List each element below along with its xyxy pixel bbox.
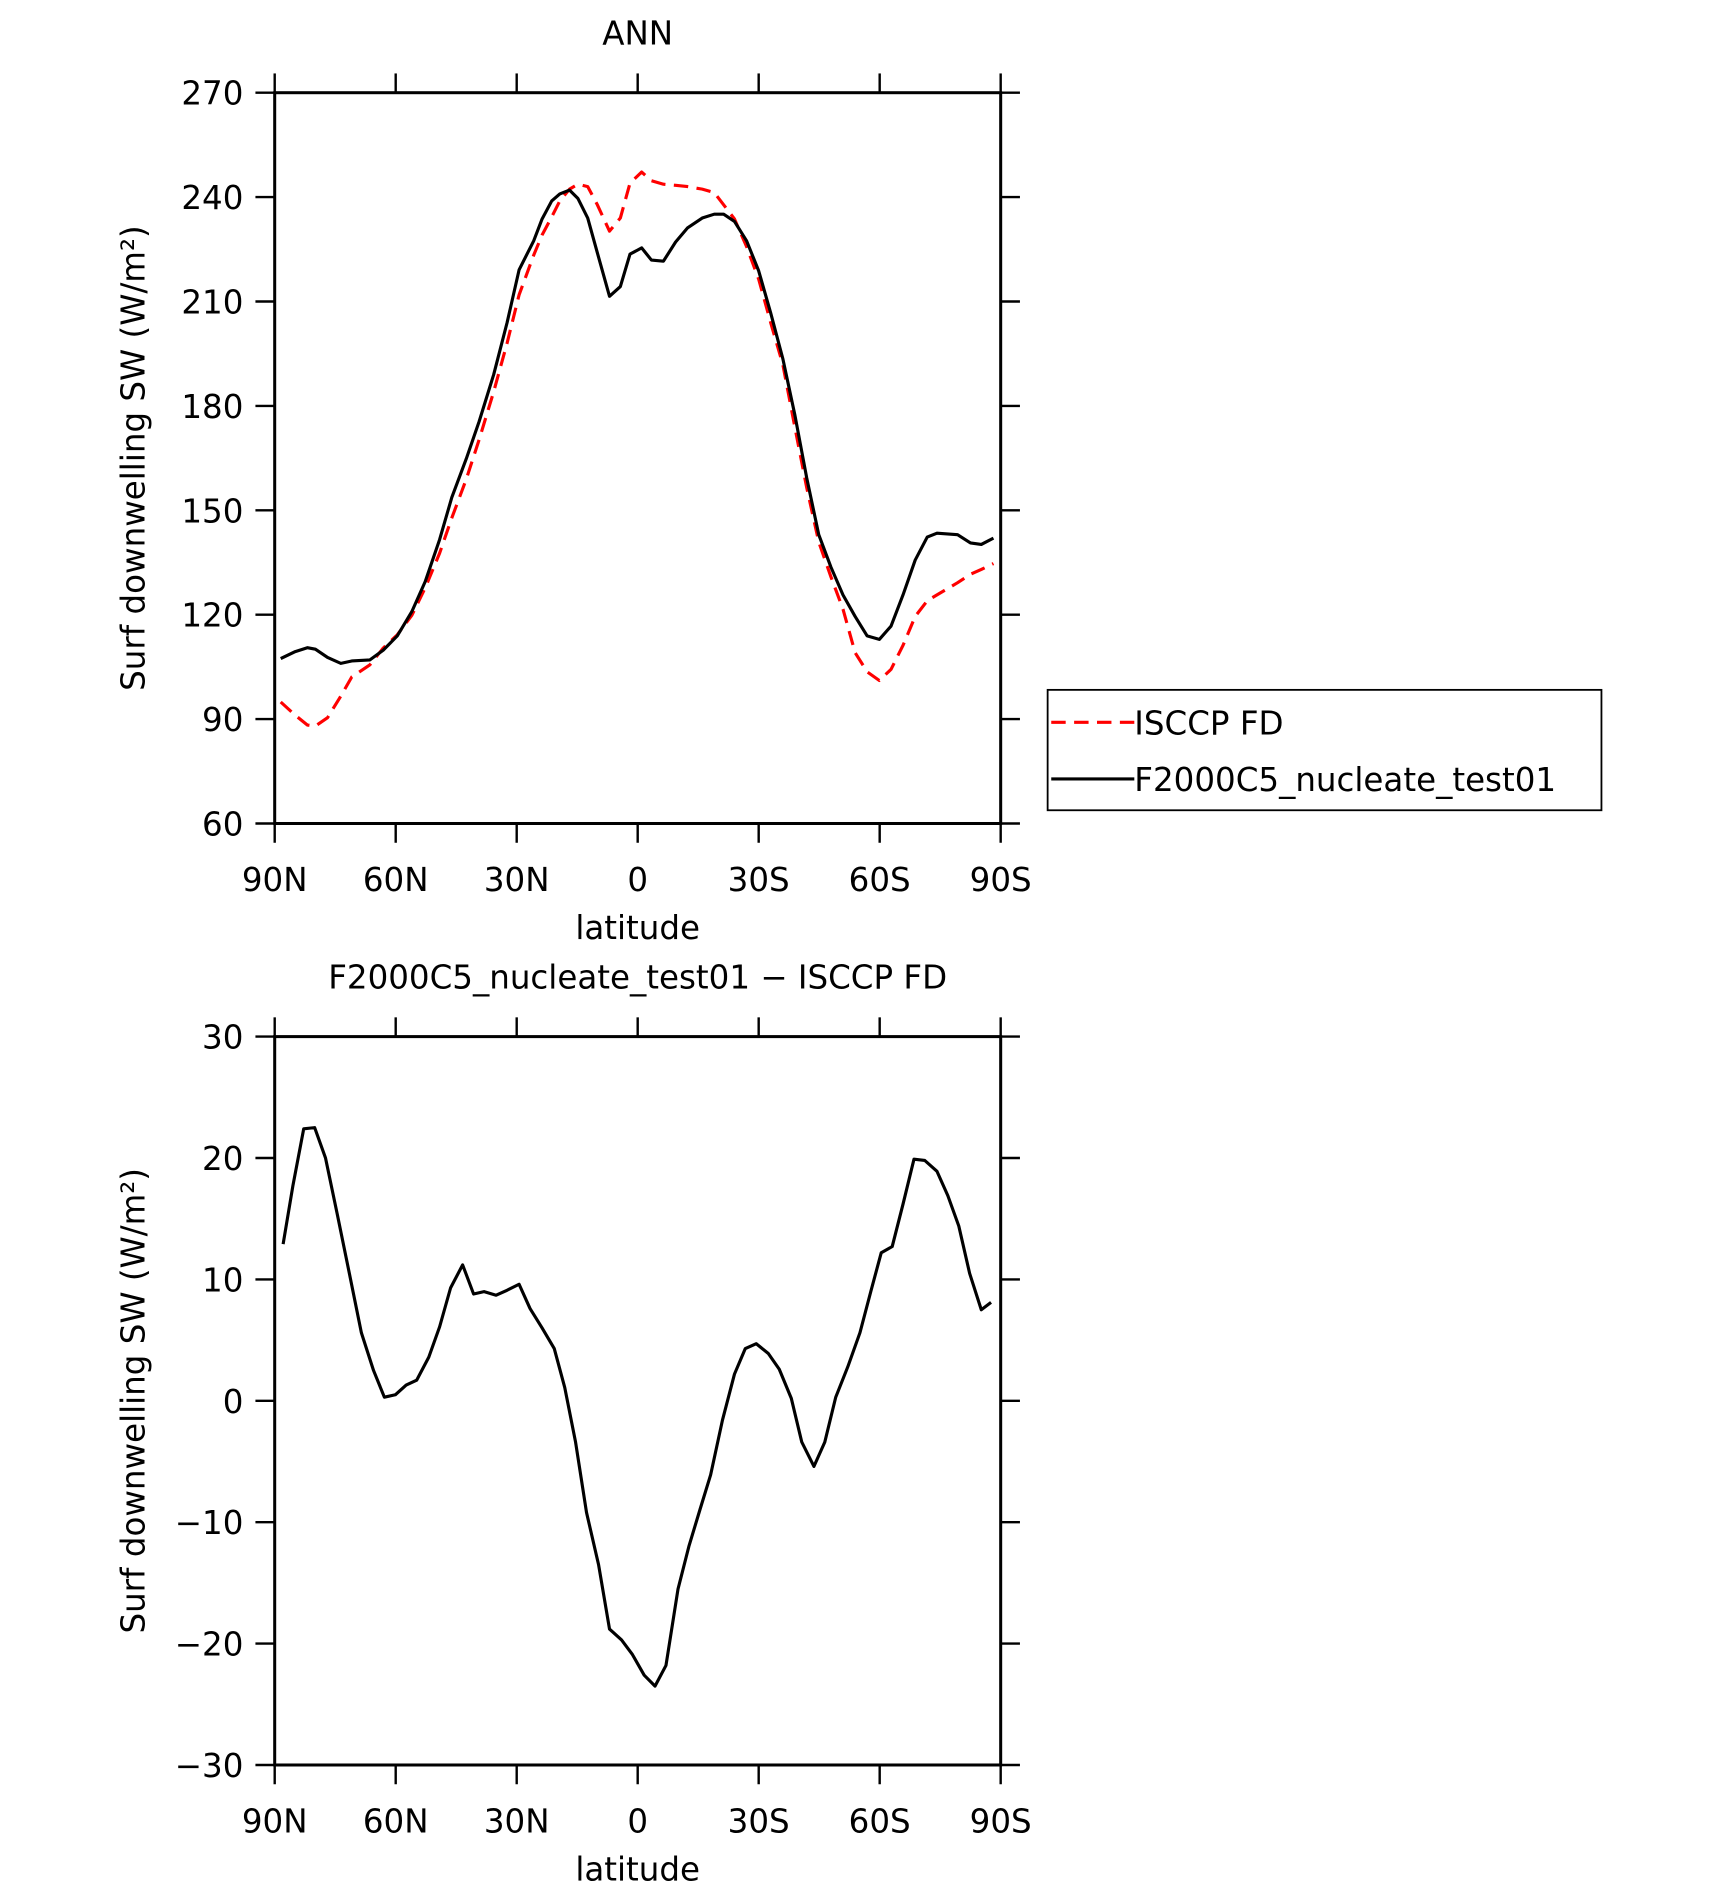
data-line bbox=[279, 170, 995, 728]
y-tick-label: 120 bbox=[181, 597, 243, 635]
y-tick-label: 20 bbox=[202, 1140, 243, 1178]
y-tick-label: 0 bbox=[223, 1383, 244, 1421]
y-tick-label: 90 bbox=[202, 701, 243, 739]
legend-box bbox=[1046, 688, 1603, 812]
y-tick-label: 10 bbox=[202, 1261, 243, 1299]
x-tick-label: 90N bbox=[242, 1802, 308, 1840]
chart-title: F2000C5_nucleate_test01 − ISCCP FD bbox=[328, 958, 947, 996]
y-tick-label: −30 bbox=[175, 1747, 244, 1785]
y-tick-label: 150 bbox=[181, 492, 243, 530]
chart-title: ANN bbox=[602, 15, 673, 53]
x-axis-label: latitude bbox=[575, 1851, 700, 1889]
x-tick-label: 30S bbox=[728, 861, 790, 899]
y-tick-label: 180 bbox=[181, 388, 243, 426]
y-axis-label: Surf downwelling SW (W/m²) bbox=[115, 225, 153, 691]
y-tick-label: 30 bbox=[202, 1019, 243, 1057]
plot-frame bbox=[273, 1035, 1003, 1767]
x-tick-label: 30S bbox=[728, 1802, 790, 1840]
legend: ISCCP FD F2000C5_nucleate_test01 bbox=[1046, 688, 1603, 812]
x-axis-label: latitude bbox=[575, 909, 700, 947]
x-tick-label: 60S bbox=[849, 1802, 911, 1840]
legend-label: F2000C5_nucleate_test01 bbox=[1134, 761, 1556, 799]
x-tick-label: 90N bbox=[242, 861, 308, 899]
y-tick-label: 270 bbox=[181, 75, 243, 113]
data-line bbox=[280, 188, 995, 665]
y-tick-label: 210 bbox=[181, 284, 243, 322]
y-tick-label: 60 bbox=[202, 806, 243, 844]
plot-frame bbox=[273, 91, 1003, 826]
x-tick-label: 0 bbox=[627, 861, 648, 899]
data-line bbox=[281, 1126, 992, 1688]
y-tick-label: −10 bbox=[175, 1504, 244, 1542]
y-tick-label: 240 bbox=[181, 179, 243, 217]
x-tick-label: 90S bbox=[970, 1802, 1032, 1840]
x-tick-label: 90S bbox=[970, 861, 1032, 899]
x-tick-label: 30N bbox=[484, 1802, 550, 1840]
x-tick-label: 0 bbox=[627, 1802, 648, 1840]
x-tick-label: 30N bbox=[484, 861, 550, 899]
y-axis-label: Surf downwelling SW (W/m²) bbox=[115, 1168, 153, 1634]
x-tick-label: 60N bbox=[363, 861, 429, 899]
x-tick-label: 60N bbox=[363, 1802, 429, 1840]
y-tick-label: −20 bbox=[175, 1626, 244, 1664]
x-tick-label: 60S bbox=[849, 861, 911, 899]
legend-label: ISCCP FD bbox=[1134, 704, 1283, 742]
